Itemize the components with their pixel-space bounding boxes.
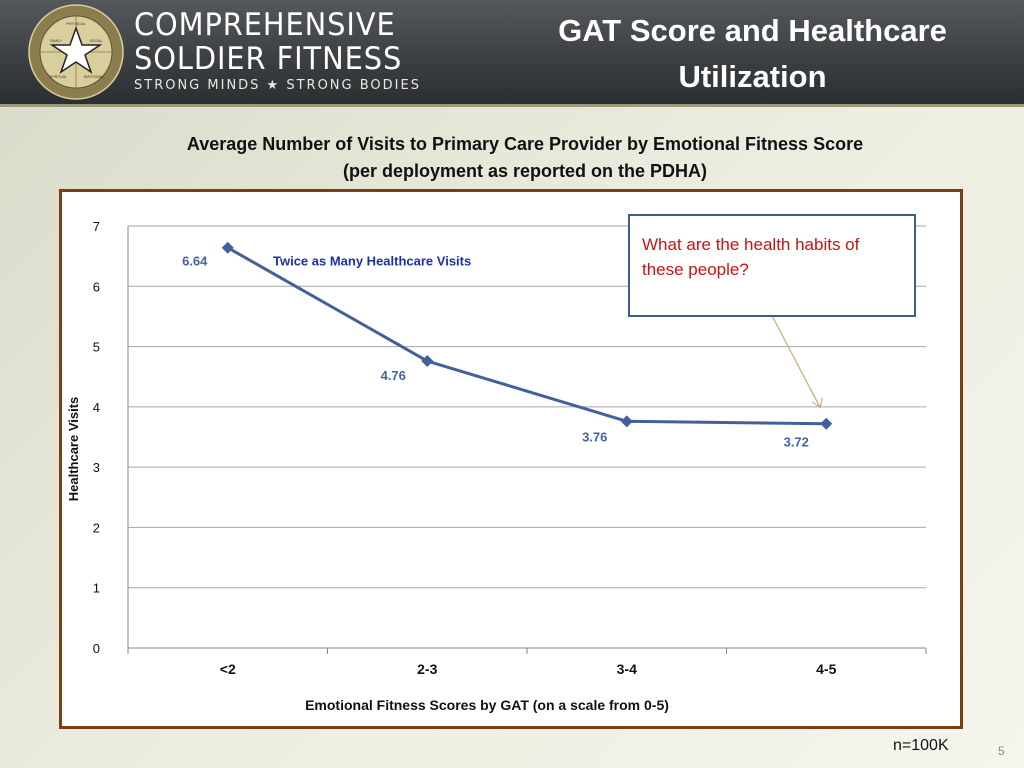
y-tick-label-7: 7 [93,219,100,234]
sample-size-note: n=100K [893,737,949,754]
callout-arrow-head [811,397,823,409]
data-point-1 [421,355,434,368]
brand-wordmark: COMPREHENSIVE SOLDIER FITNESS STRONG MIN… [134,8,422,93]
data-point-3 [820,417,833,430]
chart-title-line-1: Average Number of Visits to Primary Care… [186,134,864,154]
seal-segment-spiritual: SPIRITUAL [49,75,67,79]
chart-title: Average Number of Visits to Primary Care… [60,131,990,185]
y-tick-label-3: 3 [93,460,100,475]
x-tick-label-0: <2 [220,661,236,677]
slide-title: GAT Score and Healthcare Utilization [540,8,965,100]
data-point-2 [620,415,633,428]
chart-title-line-2: (per deployment as reported on the PDHA) [342,161,708,181]
callout-box: What are the health habits of these peop… [628,214,916,317]
csf-seal-logo: PHYSICAL FAMILY SOCIAL SPIRITUAL EMOTION… [28,4,124,100]
data-label-3: 3.72 [784,435,809,450]
x-tick-label-3: 4-5 [816,661,836,677]
seal-segment-emotional: EMOTIONAL [84,75,105,79]
slide-title-line-2: Utilization [678,59,827,94]
y-tick-label-6: 6 [93,279,100,294]
y-tick-label-1: 1 [93,581,100,596]
callout-text-line-1: What are the health habits of [642,235,860,254]
y-tick-label-5: 5 [93,340,100,355]
y-tick-label-4: 4 [93,400,100,415]
callout-arrow-shaft [767,307,821,409]
seal-segment-social: SOCIAL [90,39,103,43]
page-number: 5 [998,744,1005,758]
x-axis-title: Emotional Fitness Scores by GAT (on a sc… [305,697,669,713]
y-tick-label-0: 0 [93,641,100,656]
slide-title-line-1: GAT Score and Healthcare [558,13,947,48]
y-axis-title: Healthcare Visits [66,397,81,502]
line-chart: 0 1 2 3 4 5 6 7 <2 2-3 3-4 4-5 Emotional Fitness Sco… [66,219,927,713]
header-banner: PHYSICAL FAMILY SOCIAL SPIRITUAL EMOTION… [0,0,1024,107]
x-tick-label-2: 3-4 [617,661,637,677]
brand-line-1: COMPREHENSIVE [134,7,396,43]
seal-segment-family: FAMILY [50,39,63,43]
data-label-2: 3.76 [582,429,607,444]
seal-segment-physical: PHYSICAL [66,21,87,26]
y-tick-label-2: 2 [93,520,100,535]
brand-tagline: STRONG MINDS ★ STRONG BODIES [134,78,421,93]
callout-text-line-2: these people? [642,260,749,279]
x-tick-label-1: 2-3 [417,661,437,677]
data-point-0 [221,241,234,254]
data-label-0: 6.64 [182,254,208,269]
annotation-twice-visits: Twice as Many Healthcare Visits [273,254,471,269]
series-line-0 [227,246,827,426]
data-label-1: 4.76 [381,368,406,383]
brand-line-2: SOLDIER FITNESS [134,41,403,77]
